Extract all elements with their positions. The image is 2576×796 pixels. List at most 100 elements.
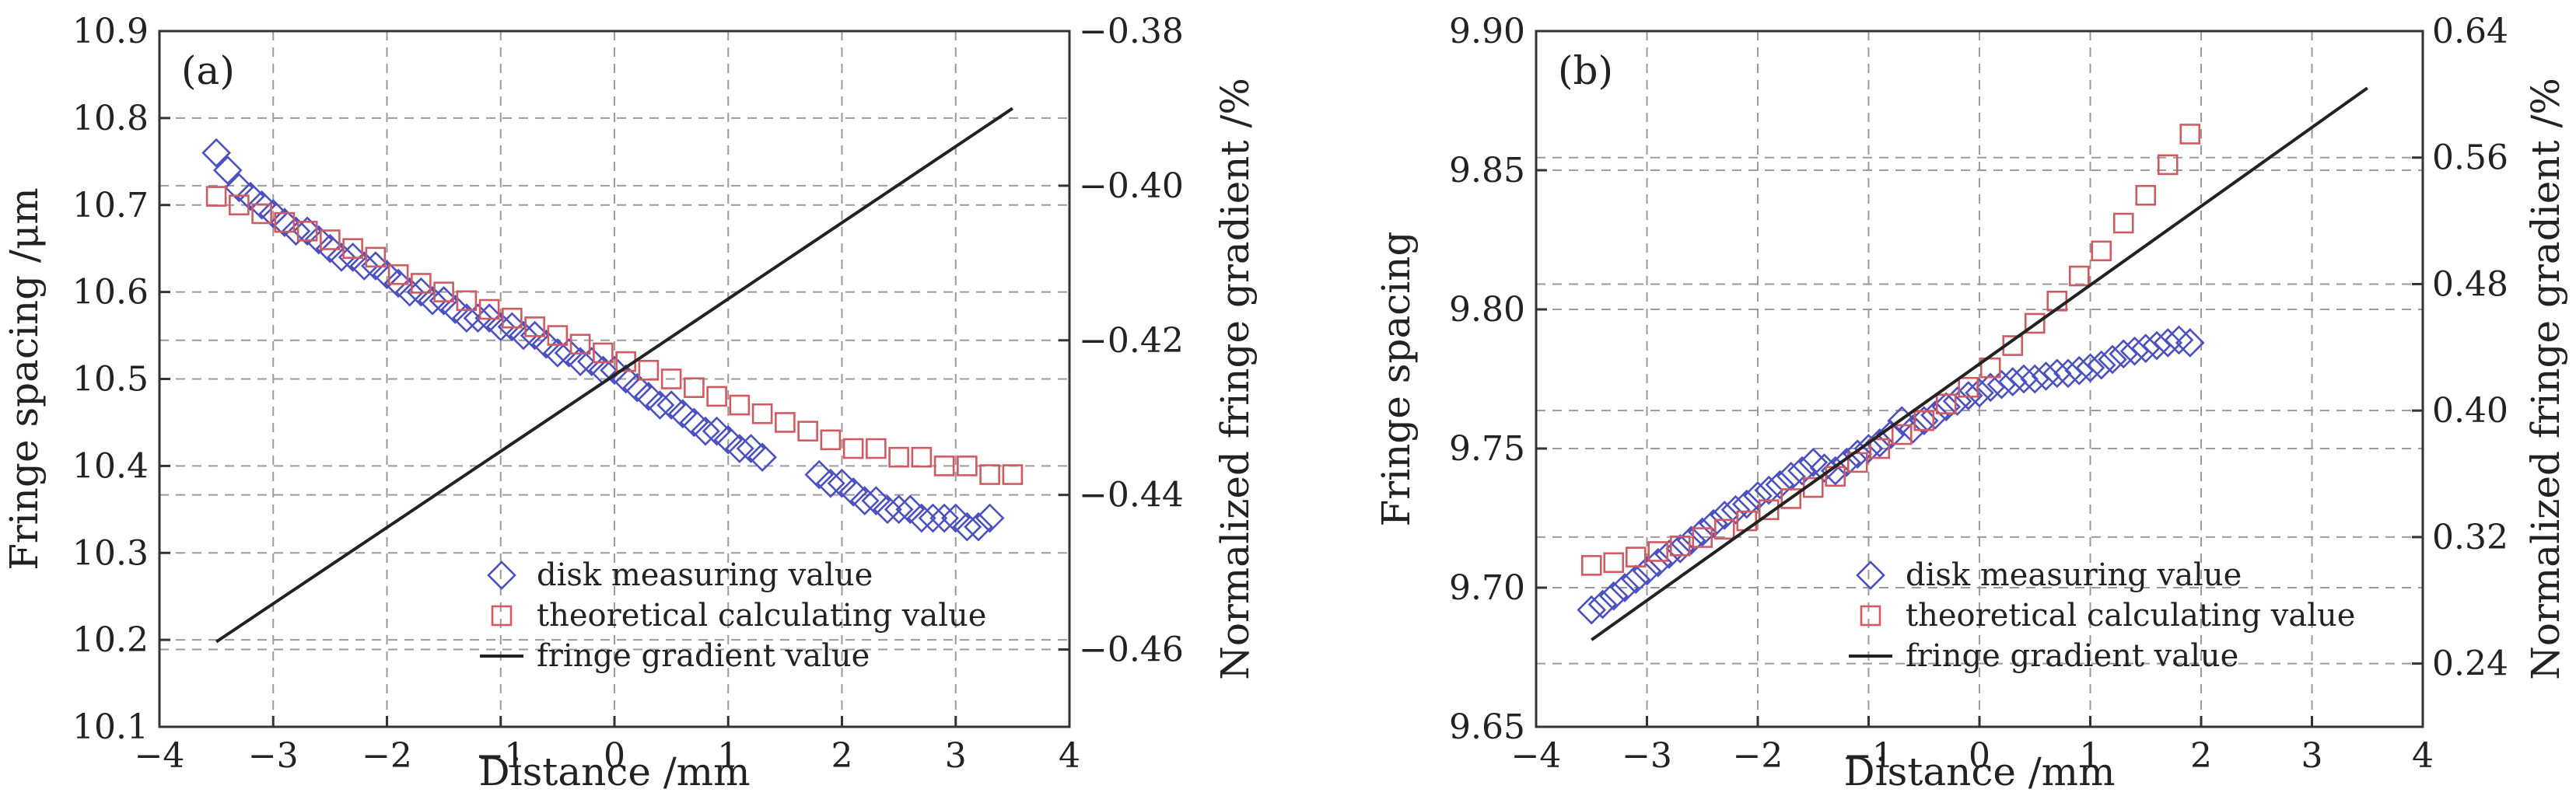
data-point-diamond <box>303 225 334 255</box>
data-point-diamond <box>600 355 629 386</box>
data-point-diamond <box>861 486 891 515</box>
data-point-square <box>684 377 705 398</box>
series-square <box>1580 124 2201 576</box>
data-point-diamond <box>258 199 289 229</box>
y-tick-label: 9.80 <box>1449 290 1525 330</box>
data-point-square <box>1913 410 1935 431</box>
data-point-diamond <box>2175 328 2205 358</box>
data-point-diamond <box>554 338 584 368</box>
data-point-diamond <box>327 243 356 272</box>
data-point-square <box>593 342 614 364</box>
y2-tick-label: −0.42 <box>1079 321 1184 361</box>
data-point-diamond <box>2086 350 2116 380</box>
y2-axis-label: Normalized fringe gradient /% <box>2523 78 2568 680</box>
data-point-square <box>2157 154 2179 176</box>
x-tick-label: 0 <box>1969 736 1990 776</box>
data-point-square <box>1891 424 1913 445</box>
y2-tick-label: −0.46 <box>1079 630 1184 670</box>
x-tick-label: 3 <box>945 736 967 776</box>
legend-item: disk measuring value <box>487 557 873 593</box>
x-tick-label: 1 <box>717 736 739 776</box>
x-tick-label: −2 <box>1733 736 1783 776</box>
data-point-square <box>866 438 887 459</box>
data-point-diamond <box>884 494 914 525</box>
y-tick-label: 10.1 <box>72 707 149 747</box>
data-point-diamond <box>565 347 595 376</box>
legend-label: disk measuring value <box>1906 557 2242 593</box>
data-point-square <box>2091 240 2112 262</box>
x-tick-label: −2 <box>362 736 412 776</box>
data-point-diamond <box>2153 328 2183 358</box>
legend-label: theoretical calculating value <box>1906 598 2355 634</box>
data-point-diamond <box>394 277 425 307</box>
data-point-diamond <box>816 468 845 498</box>
data-point-square <box>296 221 318 242</box>
data-point-square <box>797 421 818 442</box>
data-point-square <box>547 325 569 346</box>
x-tick-label: −1 <box>1843 736 1894 776</box>
data-point-diamond <box>349 251 380 281</box>
data-point-square <box>2112 212 2134 234</box>
data-point-diamond <box>1621 564 1651 595</box>
y-tick-label: 10.4 <box>72 446 149 486</box>
data-point-diamond <box>440 295 471 324</box>
data-point-diamond <box>1965 378 1994 408</box>
x-tick-label: −4 <box>135 736 185 776</box>
series-line <box>215 106 1013 644</box>
data-point-diamond <box>918 503 948 533</box>
y-axis-label: Fringe spacing /μm <box>2 187 47 571</box>
data-point-square <box>456 290 478 312</box>
data-point-square <box>1979 357 2001 379</box>
data-point-square <box>387 264 409 285</box>
data-point-square <box>2179 124 2201 145</box>
data-point-diamond <box>281 216 311 246</box>
legend-marker-square <box>1860 605 1881 627</box>
data-point-square <box>1603 552 1625 574</box>
data-point-square <box>911 446 933 468</box>
panel-label: (a) <box>181 48 235 93</box>
data-point-diamond <box>1587 589 1618 620</box>
data-point-diamond <box>452 303 481 333</box>
data-point-square <box>502 307 523 329</box>
data-point-diamond <box>827 468 857 498</box>
data-point-square <box>729 394 751 416</box>
data-point-diamond <box>1610 573 1640 602</box>
x-axis-label: Distance /mm <box>1844 749 2116 794</box>
data-point-diamond <box>212 155 243 185</box>
data-point-diamond <box>975 503 1005 533</box>
data-point-diamond <box>418 285 447 316</box>
legend-label: disk measuring value <box>537 557 873 593</box>
data-point-square <box>411 273 432 294</box>
data-point-square <box>775 412 796 433</box>
data-point-square <box>205 186 227 207</box>
data-point-diamond <box>691 416 720 446</box>
data-point-diamond <box>1887 406 1917 436</box>
data-point-diamond <box>236 181 265 211</box>
data-point-diamond <box>1853 434 1884 463</box>
data-point-square <box>1869 438 1891 459</box>
x-tick-label: 0 <box>604 736 625 776</box>
x-tick-label: 4 <box>2412 736 2434 776</box>
data-point-diamond <box>634 382 663 411</box>
data-point-diamond <box>1787 456 1817 486</box>
y-tick-label: 9.75 <box>1449 429 1525 469</box>
x-tick-label: 1 <box>2080 736 2102 776</box>
data-point-diamond <box>1765 470 1795 500</box>
y-tick-label: 9.70 <box>1449 568 1525 608</box>
data-point-square <box>433 281 454 302</box>
data-point-square <box>820 429 842 451</box>
series-square <box>205 186 1024 485</box>
y-tick-label: 10.5 <box>72 360 149 400</box>
data-point-square <box>979 464 1000 485</box>
data-point-diamond <box>838 477 868 507</box>
data-point-square <box>1780 488 1802 509</box>
data-point-square <box>888 446 909 468</box>
data-point-diamond <box>1654 539 1684 569</box>
data-point-diamond <box>873 494 902 525</box>
data-point-square <box>478 298 500 320</box>
data-point-square <box>1935 393 1957 415</box>
data-point-diamond <box>576 347 607 376</box>
x-tick-label: −1 <box>475 736 526 776</box>
legend-item: fringe gradient value <box>1849 638 2238 674</box>
legend: disk measuring value theoretical calculat… <box>480 557 986 674</box>
